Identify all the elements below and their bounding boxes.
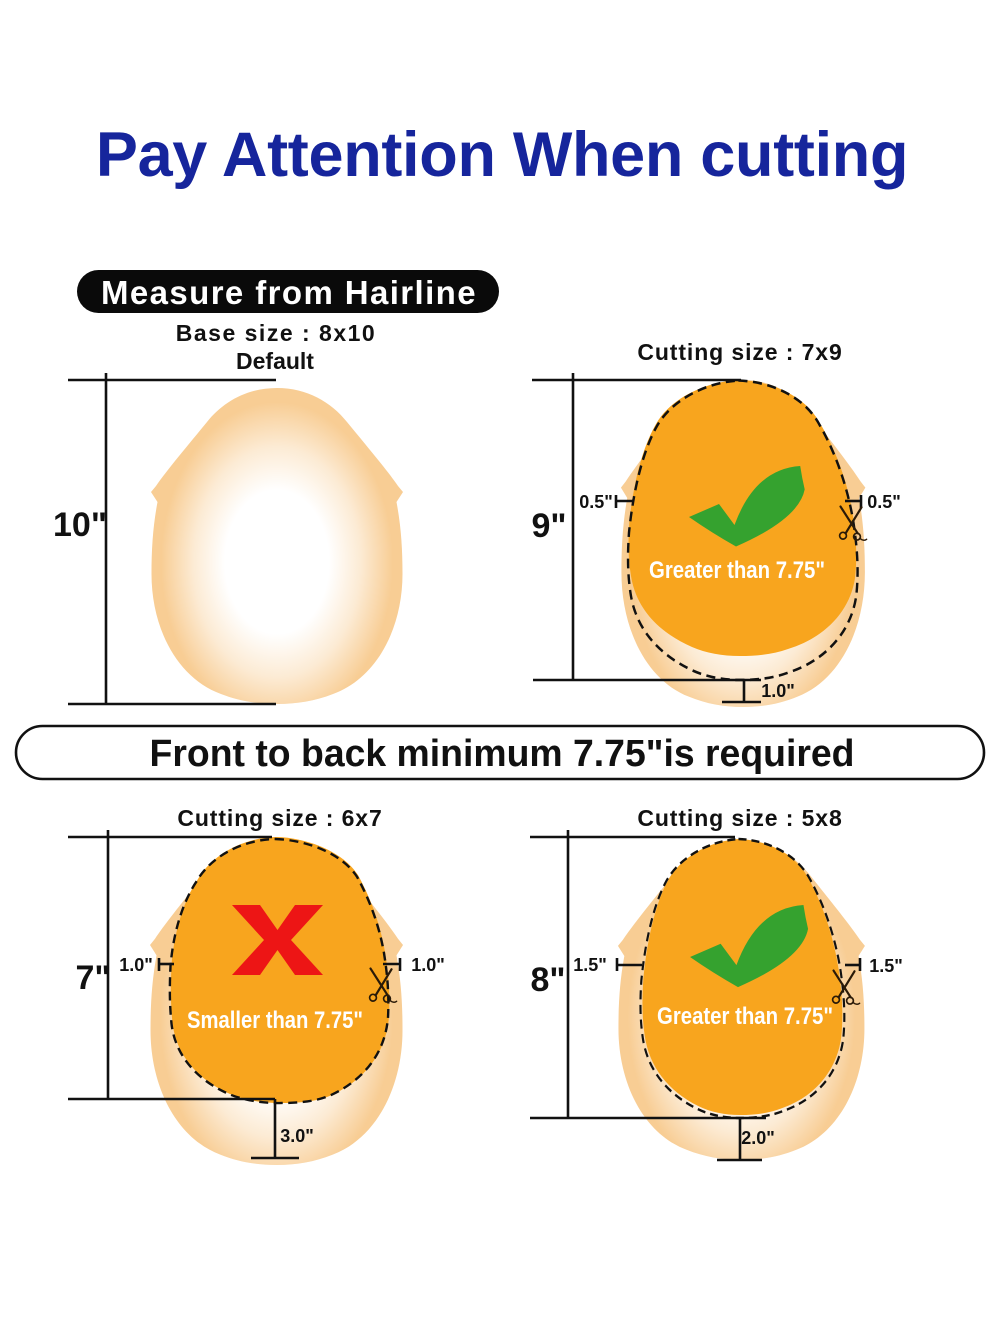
svg-text:10": 10" xyxy=(53,506,107,544)
svg-text:0.5": 0.5" xyxy=(867,492,901,512)
svg-text:Base size : 8x10: Base size : 8x10 xyxy=(176,320,376,346)
svg-text:7": 7" xyxy=(75,959,110,997)
svg-text:Cutting size : 5x8: Cutting size : 5x8 xyxy=(637,805,842,831)
svg-text:8": 8" xyxy=(530,961,565,999)
svg-text:Cutting size : 6x7: Cutting size : 6x7 xyxy=(177,805,382,831)
svg-text:Greater than 7.75": Greater than 7.75" xyxy=(649,557,825,584)
svg-text:1.5": 1.5" xyxy=(869,956,903,976)
svg-text:2.0": 2.0" xyxy=(741,1128,775,1148)
svg-text:1.0": 1.0" xyxy=(761,681,795,701)
svg-text:Default: Default xyxy=(236,348,314,374)
svg-text:0.5": 0.5" xyxy=(579,492,613,512)
svg-text:1.0": 1.0" xyxy=(119,955,153,975)
svg-text:Cutting size : 7x9: Cutting size : 7x9 xyxy=(637,339,842,365)
svg-text:Smaller than 7.75": Smaller than 7.75" xyxy=(187,1007,363,1034)
svg-text:Greater than 7.75": Greater than 7.75" xyxy=(657,1003,833,1030)
svg-text:9": 9" xyxy=(531,507,566,545)
svg-text:1.0": 1.0" xyxy=(411,955,445,975)
svg-text:Pay Attention When cutting: Pay Attention When cutting xyxy=(96,120,908,190)
svg-text:1.5": 1.5" xyxy=(573,955,607,975)
svg-text:Measure from Hairline: Measure from Hairline xyxy=(101,274,477,311)
svg-text:Front to back minimum 7.75"is: Front to back minimum 7.75"is required xyxy=(150,733,855,775)
svg-text:3.0": 3.0" xyxy=(280,1126,314,1146)
